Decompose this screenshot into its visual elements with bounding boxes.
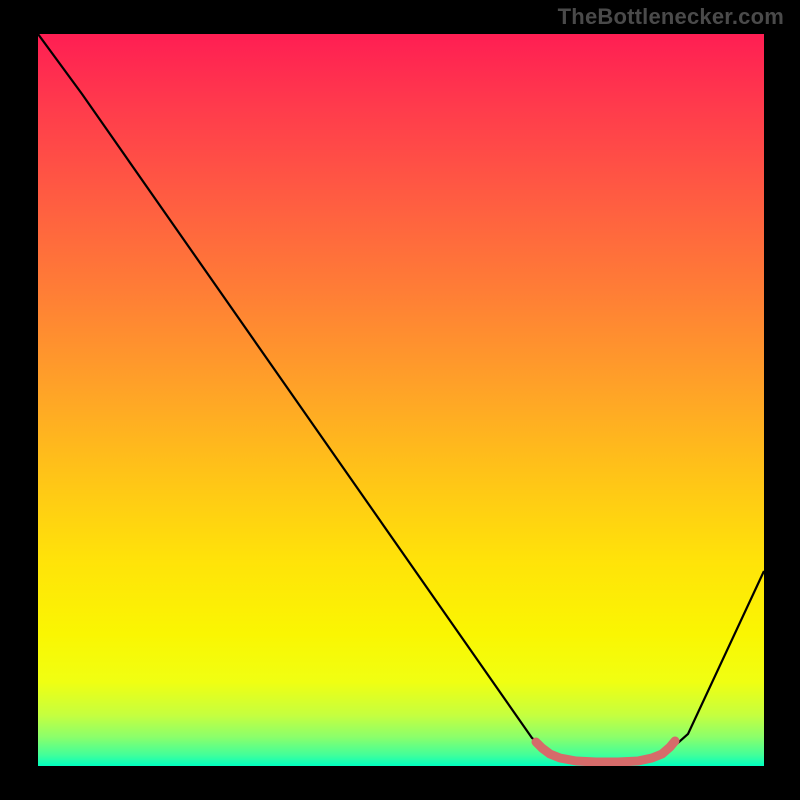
chart-frame: { "watermark": { "text": "TheBottlenecke… xyxy=(0,0,800,800)
plot-svg xyxy=(38,34,764,766)
gradient-background xyxy=(38,34,764,766)
gradient-plot-area xyxy=(38,34,764,766)
watermark-text: TheBottlenecker.com xyxy=(558,4,784,30)
